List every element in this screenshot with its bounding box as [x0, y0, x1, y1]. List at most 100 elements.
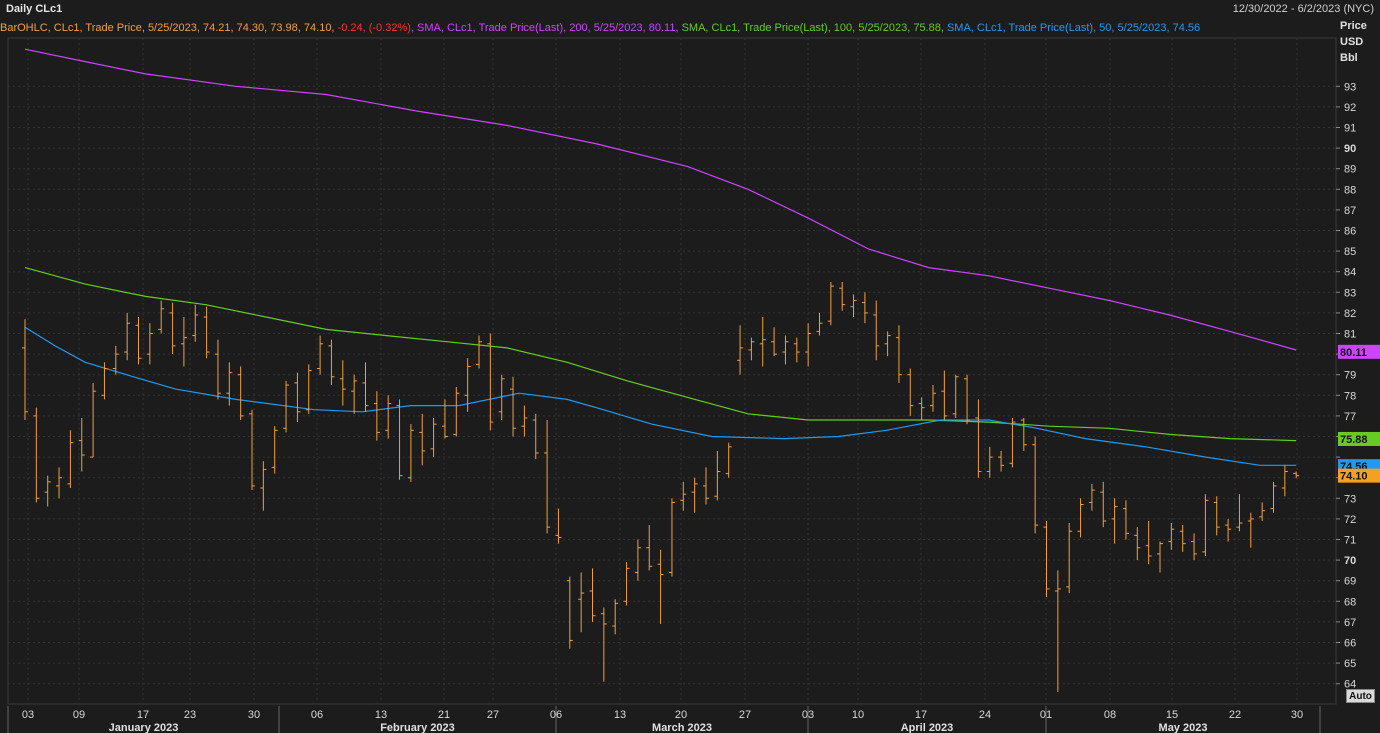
last-value-marker — [1338, 344, 1380, 359]
ohlc-bar — [351, 374, 358, 414]
legend-sma100: SMA, CLc1, Trade Price(Last), 100, 5/25/… — [681, 22, 947, 34]
x-tick-label: 10 — [852, 709, 864, 721]
ohlc-bar — [464, 358, 471, 412]
y-tick-label: 81 — [1344, 329, 1356, 341]
ohlc-bar — [895, 325, 902, 383]
ohlc-bar — [487, 333, 494, 431]
ohlc-bar — [453, 387, 460, 437]
price-units: Price USD Bbl — [1336, 18, 1380, 66]
ohlc-bar — [1066, 523, 1073, 594]
x-tick-label: 08 — [1104, 709, 1116, 721]
last-value-marker — [1338, 468, 1380, 483]
ohlc-bar — [22, 319, 28, 421]
ohlc-bar — [1157, 541, 1163, 573]
ohlc-bar — [578, 572, 585, 633]
y-tick-label: 79 — [1344, 370, 1356, 382]
ohlc-bar — [56, 467, 63, 499]
month-label: March 2023 — [652, 722, 712, 733]
x-tick-label: 27 — [487, 709, 499, 721]
month-label: April 2023 — [901, 722, 954, 733]
x-tick-label: 30 — [248, 709, 260, 721]
ohlc-bar — [975, 399, 982, 478]
ohlc-bar — [430, 417, 437, 458]
ohlc-bar — [192, 304, 199, 342]
ohlc-bar — [396, 399, 403, 480]
ohlc-bar — [918, 397, 925, 421]
x-tick-label: 17 — [915, 709, 927, 721]
price-unit-line: USD — [1340, 36, 1364, 48]
y-tick-label: 67 — [1344, 617, 1356, 629]
ohlc-bar — [249, 409, 255, 491]
y-tick-label: 86 — [1344, 226, 1356, 238]
chart-header: Daily CLc1 12/30/2022 - 6/2/2023 (NYC) — [0, 0, 1380, 18]
ohlc-bar — [317, 335, 324, 375]
ohlc-bar — [680, 481, 687, 511]
ohlc-bar — [510, 376, 517, 437]
y-tick-label: 64 — [1344, 679, 1356, 691]
ohlc-bar — [135, 317, 142, 365]
ohlc-bar — [1077, 498, 1084, 538]
x-tick-label: 17 — [137, 709, 149, 721]
y-tick-label: 88 — [1344, 184, 1356, 196]
ohlc-bar — [1236, 494, 1243, 532]
last-value-marker — [1338, 431, 1380, 446]
date-range: 12/30/2022 - 6/2/2023 (NYC) — [1232, 3, 1374, 15]
ohlc-bar — [827, 282, 834, 326]
ohlc-bar — [952, 374, 959, 418]
ohlc-bar — [1293, 471, 1300, 479]
ohlc-bar — [532, 413, 539, 460]
y-tick-label: 72 — [1344, 514, 1356, 526]
ohlc-bar — [873, 300, 880, 361]
ohlc-bar — [158, 300, 165, 334]
ohlc-bar — [657, 549, 664, 624]
chart-legend: BarOHLC, CLc1, Trade Price, 5/25/2023, 7… — [0, 18, 1336, 38]
ohlc-bar — [1032, 436, 1039, 534]
ohlc-bar — [668, 498, 675, 577]
ohlc-bar — [566, 576, 573, 649]
ohlc-bar — [441, 399, 448, 439]
y-tick-label: 82 — [1344, 308, 1356, 320]
ohlc-bar — [623, 562, 630, 606]
ohlc-bar — [839, 282, 846, 311]
ohlc-bar — [214, 339, 221, 400]
y-tick-label: 70 — [1344, 555, 1356, 567]
x-tick-label: 30 — [1291, 709, 1303, 721]
ohlc-bar — [1009, 417, 1016, 468]
last-value-label: 75.88 — [1340, 434, 1368, 446]
legend-sma50: SMA, CLc1, Trade Price(Last), 50, 5/25/2… — [946, 22, 1201, 34]
x-tick-label: 21 — [438, 709, 450, 721]
ohlc-bar — [169, 302, 176, 355]
ohlc-bar — [1100, 481, 1107, 528]
auto-scale-button[interactable]: Auto — [1346, 689, 1375, 703]
plot-area — [7, 37, 1337, 705]
ohlc-bar — [986, 446, 993, 478]
ohlc-bar — [339, 360, 346, 406]
ohlc-bar — [964, 374, 971, 425]
ohlc-bar — [748, 337, 755, 361]
ohlc-bar — [930, 385, 936, 412]
y-tick-label: 93 — [1344, 81, 1356, 93]
ohlc-bar — [362, 362, 369, 412]
ohlc-bar — [1111, 498, 1118, 544]
ohlc-bar — [544, 420, 551, 534]
sma-line — [24, 326, 1297, 466]
y-tick-label: 84 — [1344, 267, 1356, 279]
price-unit-line: Bbl — [1340, 52, 1358, 64]
ohlc-bar — [271, 426, 278, 474]
x-tick-label: 06 — [311, 709, 323, 721]
ohlc-bar — [612, 599, 619, 635]
ohlc-bar — [1202, 494, 1209, 556]
ohlc-bar — [691, 477, 698, 513]
last-value-label: 74.10 — [1340, 471, 1368, 483]
ohlc-bar — [1122, 500, 1129, 540]
month-label: February 2023 — [380, 722, 455, 733]
ohlc-bar — [407, 424, 414, 482]
ohlc-bar — [600, 607, 607, 682]
ohlc-bar — [1247, 512, 1254, 548]
y-tick-label: 66 — [1344, 638, 1356, 650]
ohlc-bar — [782, 335, 789, 365]
ohlc-bar — [1281, 465, 1288, 497]
ohlc-bar — [521, 405, 528, 437]
ohlc-bar — [33, 407, 40, 503]
